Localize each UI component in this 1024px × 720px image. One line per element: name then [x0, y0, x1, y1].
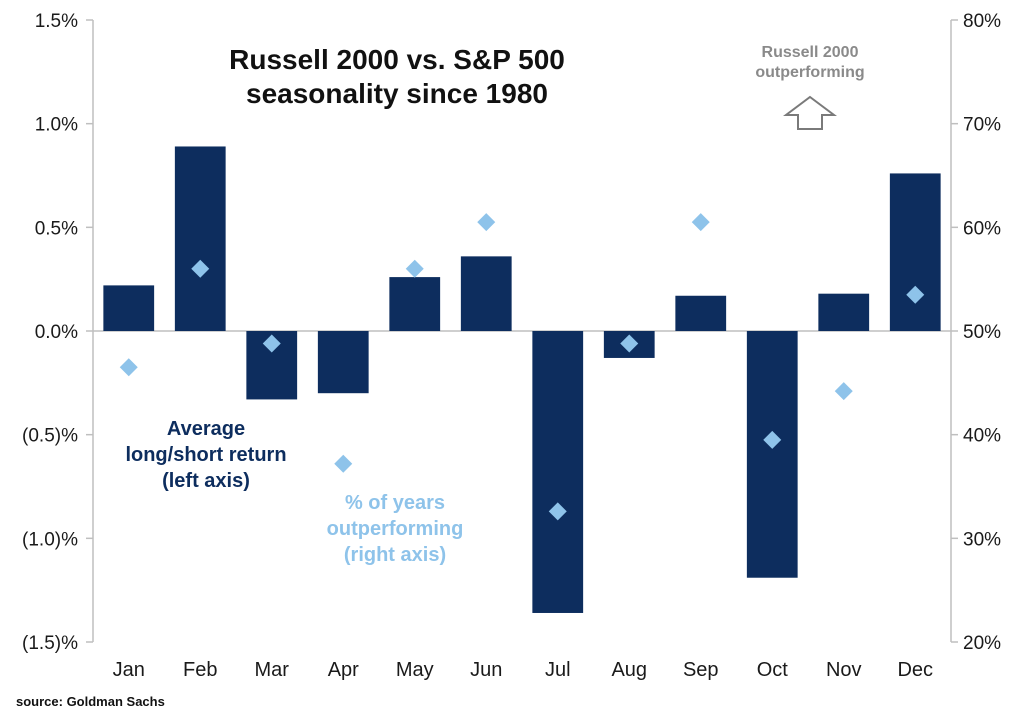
x-tick-label: Dec	[897, 659, 933, 681]
diamond-jun	[477, 213, 496, 232]
labels: Jan Feb Mar Apr May Jun Jul Aug Sep Oct Nov Dec	[113, 659, 933, 681]
right-tick-label: 80%	[963, 11, 1001, 32]
diamond-apr	[334, 454, 353, 473]
bar-jan	[103, 285, 155, 331]
bar-series-label: Average	[167, 418, 245, 440]
diamond-oct	[763, 430, 782, 449]
up-arrow-icon	[783, 95, 837, 130]
right-tick-label: 70%	[963, 115, 1001, 136]
bar-feb	[174, 146, 226, 331]
right-tick-label: 50%	[963, 322, 1001, 343]
outperforming-note: Russell 2000	[762, 44, 859, 61]
bar-dec	[889, 173, 941, 331]
bar-sep	[675, 295, 727, 331]
x-tick-label: Jan	[113, 659, 145, 681]
left-tick-label: (1.0)%	[22, 529, 78, 550]
diamond-series-label: outperforming	[327, 518, 464, 540]
chart: 1.5% 1.0% 0.5% 0.0% (0.5)% (1.0)% (1.5)% 80% 70%…	[22, 11, 1001, 681]
right-tick-label: 60%	[963, 218, 1001, 239]
outperforming-note: outperforming	[755, 64, 864, 81]
right-tick-label: 30%	[963, 529, 1001, 550]
bar-jul	[532, 331, 584, 613]
bar-series-label: long/short return	[125, 444, 286, 466]
x-tick-label: Feb	[183, 659, 217, 681]
bar-jun	[460, 256, 512, 331]
diamond-aug	[620, 334, 639, 353]
bar-oct	[746, 331, 798, 578]
diamond-dec	[906, 285, 925, 304]
x-tick-label: Nov	[826, 659, 862, 681]
diamonds	[119, 213, 925, 521]
x-tick-label: May	[396, 659, 434, 681]
bars	[103, 146, 941, 613]
bar-series-label: (left axis)	[162, 470, 250, 492]
x-tick-label: Mar	[255, 659, 290, 681]
left-tick-label: 1.5%	[35, 11, 78, 32]
diamond-may	[405, 259, 424, 278]
left-tick-label: (0.5)%	[22, 426, 78, 447]
left-tick-label: 1.0%	[35, 115, 78, 136]
diamond-mar	[262, 334, 281, 353]
x-tick-label: Apr	[328, 659, 359, 681]
x-tick-label: Oct	[757, 659, 789, 681]
bar-may	[389, 277, 441, 331]
right-tick-label: 20%	[963, 633, 1001, 654]
left-tick-label: 0.5%	[35, 218, 78, 239]
source-note: source: Goldman Sachs	[16, 694, 165, 709]
chart-title: seasonality since 1980	[246, 78, 548, 109]
x-tick-label: Jun	[470, 659, 502, 681]
x-tick-label: Jul	[545, 659, 571, 681]
bar-nov	[818, 293, 870, 331]
left-tick-label: (1.5)%	[22, 633, 78, 654]
diamond-feb	[191, 259, 210, 278]
diamond-jan	[119, 358, 138, 377]
right-tick-label: 40%	[963, 426, 1001, 447]
bar-apr	[317, 331, 369, 394]
axes: 1.5% 1.0% 0.5% 0.0% (0.5)% (1.0)% (1.5)% 80% 70%…	[22, 11, 1001, 654]
diamond-series-label: % of years	[345, 492, 445, 514]
chart-title: Russell 2000 vs. S&P 500	[229, 44, 565, 75]
x-tick-label: Sep	[683, 659, 719, 681]
diamond-sep	[691, 213, 710, 232]
diamond-series-label: (right axis)	[344, 544, 446, 566]
left-tick-label: 0.0%	[35, 322, 78, 343]
diamond-jul	[548, 502, 567, 521]
diamond-nov	[834, 382, 853, 401]
x-tick-label: Aug	[611, 659, 647, 681]
